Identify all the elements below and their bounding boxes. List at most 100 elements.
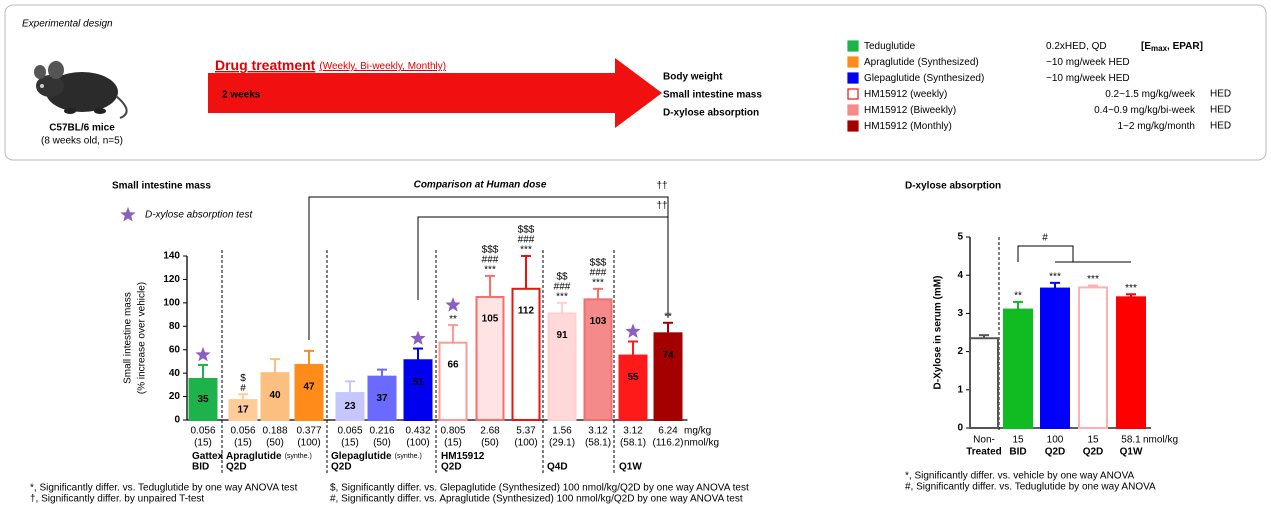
legend-unit: HED [1210, 121, 1231, 132]
dose-mg: 6.24 [658, 426, 678, 437]
legend-swatch [848, 89, 858, 99]
y-axis-label: D-Xylose in serum (mM) [933, 276, 944, 390]
figure: Experimental designC57BL/6 mice(8 weeks … [0, 0, 1271, 506]
design-title: Experimental design [22, 19, 113, 30]
legend-entry: HM15912 (weekly) [864, 89, 947, 100]
bracket-label: †† [656, 181, 667, 192]
x-tick-label: 58.1 [1121, 435, 1141, 446]
legend-name: HM15912 (Biweekly) [864, 105, 956, 116]
chart-title: Small intestine mass [112, 181, 211, 192]
y-tick-label: 80 [169, 321, 181, 332]
bar [405, 360, 432, 420]
legend-name: HM15912 (weekly) [864, 89, 947, 100]
legend-name: Glepaglutide [864, 73, 921, 84]
dose-nmol: (116.2) [653, 438, 684, 449]
dose-mg: 2.68 [480, 426, 500, 437]
group-regimen: Q2D [331, 462, 352, 473]
reference-part: [E [1141, 41, 1151, 52]
significance-bracket [1018, 246, 1073, 262]
dose-mg: 0.056 [190, 426, 215, 437]
value-label: 47 [303, 382, 315, 393]
y-tick-label: 4 [957, 270, 963, 281]
dose-unit: mg/kg [684, 426, 711, 437]
legend-dose: 0.4~0.9 mg/kg/bi-week [1094, 105, 1196, 116]
subject: C57BL/6 mice [49, 123, 115, 134]
legend-name: Apraglutide [864, 57, 915, 68]
value-label: 103 [590, 316, 607, 327]
chart-title: D-xylose absorption [905, 181, 1001, 192]
y-tick-label: 0 [174, 415, 180, 426]
bar [1079, 287, 1107, 428]
dose-nmol: (15) [444, 438, 462, 449]
x-unit: nmol/kg [1143, 435, 1178, 446]
y-tick-label: 120 [163, 274, 180, 285]
value-label: 40 [269, 390, 281, 401]
significance-label: ### [590, 267, 607, 278]
bar [440, 343, 467, 420]
legend-dose-text: ~10 mg/week HED [1046, 73, 1130, 84]
bar [970, 338, 998, 428]
y-tick-label: 1 [957, 384, 963, 395]
dose-mg: 0.216 [369, 426, 394, 437]
group-name: Gattex [192, 451, 224, 462]
footnote: #, Significantly differ. vs. Apraglutide… [330, 494, 743, 505]
x-tick-label: Treated [966, 447, 1002, 458]
x-tick-label: 15 [1087, 435, 1099, 446]
significance-label: $$$ [590, 257, 607, 268]
group-regimen: Q4D [547, 462, 568, 473]
dose-nmol: (15) [234, 438, 252, 449]
value-label: 55 [627, 372, 639, 383]
value-label: 37 [376, 393, 388, 404]
footnote: $, Significantly differ. vs. Glepaglutid… [330, 483, 749, 494]
endpoint: Body weight [663, 72, 723, 83]
significance-label: *** [1049, 271, 1061, 282]
legend-dose-text: 1~2 mg/kg/month [1117, 121, 1195, 132]
value-label: 91 [556, 330, 568, 341]
significance-label: $$$ [482, 245, 499, 256]
legend-unit: HED [1210, 89, 1231, 100]
y-axis-sublabel: (% increase over vehicle) [137, 282, 148, 394]
legend-entry: Teduglutide [864, 41, 916, 52]
significance-label: $$$ [518, 225, 535, 236]
y-tick-label: 40 [169, 368, 181, 379]
group-note: (synthe.) [395, 453, 422, 460]
significance-label: ### [554, 281, 571, 292]
bar [620, 356, 647, 420]
bar [1004, 310, 1032, 428]
legend-dose-text: 0.4~0.9 mg/kg/bi-week [1094, 105, 1196, 116]
legend-star [120, 207, 135, 222]
legend-swatch [848, 121, 858, 131]
value-label: 112 [518, 305, 535, 316]
significance-label: ### [482, 255, 499, 266]
footnote: *, Significantly differ. vs. Teduglutide… [30, 483, 298, 494]
x-tick-label: 100 [1047, 435, 1064, 446]
y-tick-label: 60 [169, 344, 181, 355]
group-label: Gattex [192, 451, 224, 462]
legend-name: HM15912 (Monthly) [864, 121, 952, 132]
significance-label: ### [518, 235, 535, 246]
reference-sub: max [1151, 44, 1168, 53]
dose-mg: 5.37 [516, 426, 536, 437]
x-tick-label: Q2D [1045, 447, 1066, 458]
footnote: #, Significantly differ. vs. Teduglutide… [905, 482, 1156, 493]
dose-mg: 1.56 [552, 426, 572, 437]
group-note: (synthe.) [285, 453, 312, 460]
value-label: 35 [197, 394, 209, 405]
duration: 2 weeks [222, 90, 261, 101]
bar [655, 333, 682, 420]
significance-label: $$ [556, 271, 568, 282]
dose-nmol: (50) [481, 438, 499, 449]
value-label: 23 [344, 401, 356, 412]
x-tick-label: BID [1009, 447, 1026, 458]
dose-nmol: (15) [341, 438, 359, 449]
bar [1117, 297, 1145, 428]
legend-dose: 1~2 mg/kg/month [1117, 121, 1195, 132]
y-tick-label: 3 [957, 308, 963, 319]
dose-mg: 0.188 [262, 426, 287, 437]
value-label: 74 [662, 350, 674, 361]
y-axis-label: Small intestine mass [123, 292, 134, 384]
footnote: †, Significantly differ. by unpaired T-t… [30, 494, 204, 505]
significance-label: ** [449, 314, 457, 325]
legend-entry: HM15912 (Biweekly) [864, 105, 956, 116]
x-tick-label: Q2D [1083, 447, 1104, 458]
